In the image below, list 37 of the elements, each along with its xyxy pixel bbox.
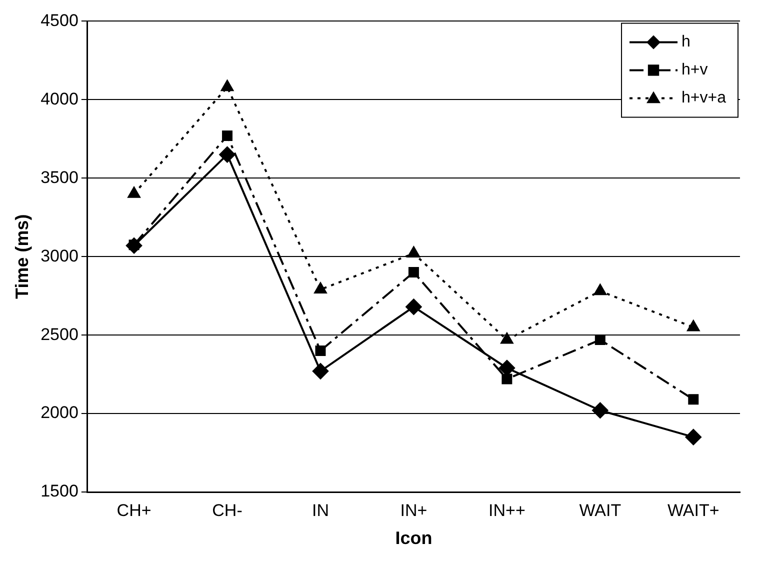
y-tick-label: 3000 — [40, 246, 78, 266]
point — [312, 363, 328, 380]
x-tick-label: WAIT+ — [667, 500, 720, 520]
point — [594, 334, 606, 346]
point — [315, 346, 326, 356]
point — [594, 284, 606, 296]
point — [688, 394, 699, 405]
y-tick-label: 1500 — [40, 482, 78, 501]
legend-label: h — [682, 34, 690, 51]
point — [128, 186, 140, 198]
x-tick-label: WAIT — [579, 500, 622, 520]
point — [408, 267, 419, 278]
point — [502, 374, 512, 384]
point — [219, 146, 236, 163]
point — [314, 282, 327, 294]
y-tick-label: 4500 — [40, 10, 78, 30]
legend-label: h+v+a — [682, 90, 726, 107]
x-tick-label: IN+ — [400, 500, 428, 520]
point — [406, 298, 422, 315]
y-tick-label: 2000 — [40, 403, 78, 422]
point — [222, 130, 232, 142]
point — [592, 402, 608, 418]
y-tick-label: 3500 — [40, 168, 78, 187]
y-tick-label: 2500 — [40, 324, 78, 344]
point — [685, 429, 702, 446]
x-tick-label: IN++ — [488, 500, 526, 520]
x-tick-label: CH+ — [116, 500, 152, 520]
point — [687, 320, 700, 332]
y-axis-title: Time (ms) — [12, 214, 32, 299]
y-tick-label: 4000 — [40, 89, 78, 108]
x-axis-title: Icon — [395, 528, 432, 548]
x-tick-label: CH- — [212, 500, 242, 520]
point — [500, 332, 514, 344]
x-tick-label: IN — [312, 500, 329, 520]
point — [408, 246, 420, 258]
legend-label: h+v — [682, 62, 708, 79]
point — [221, 80, 234, 92]
